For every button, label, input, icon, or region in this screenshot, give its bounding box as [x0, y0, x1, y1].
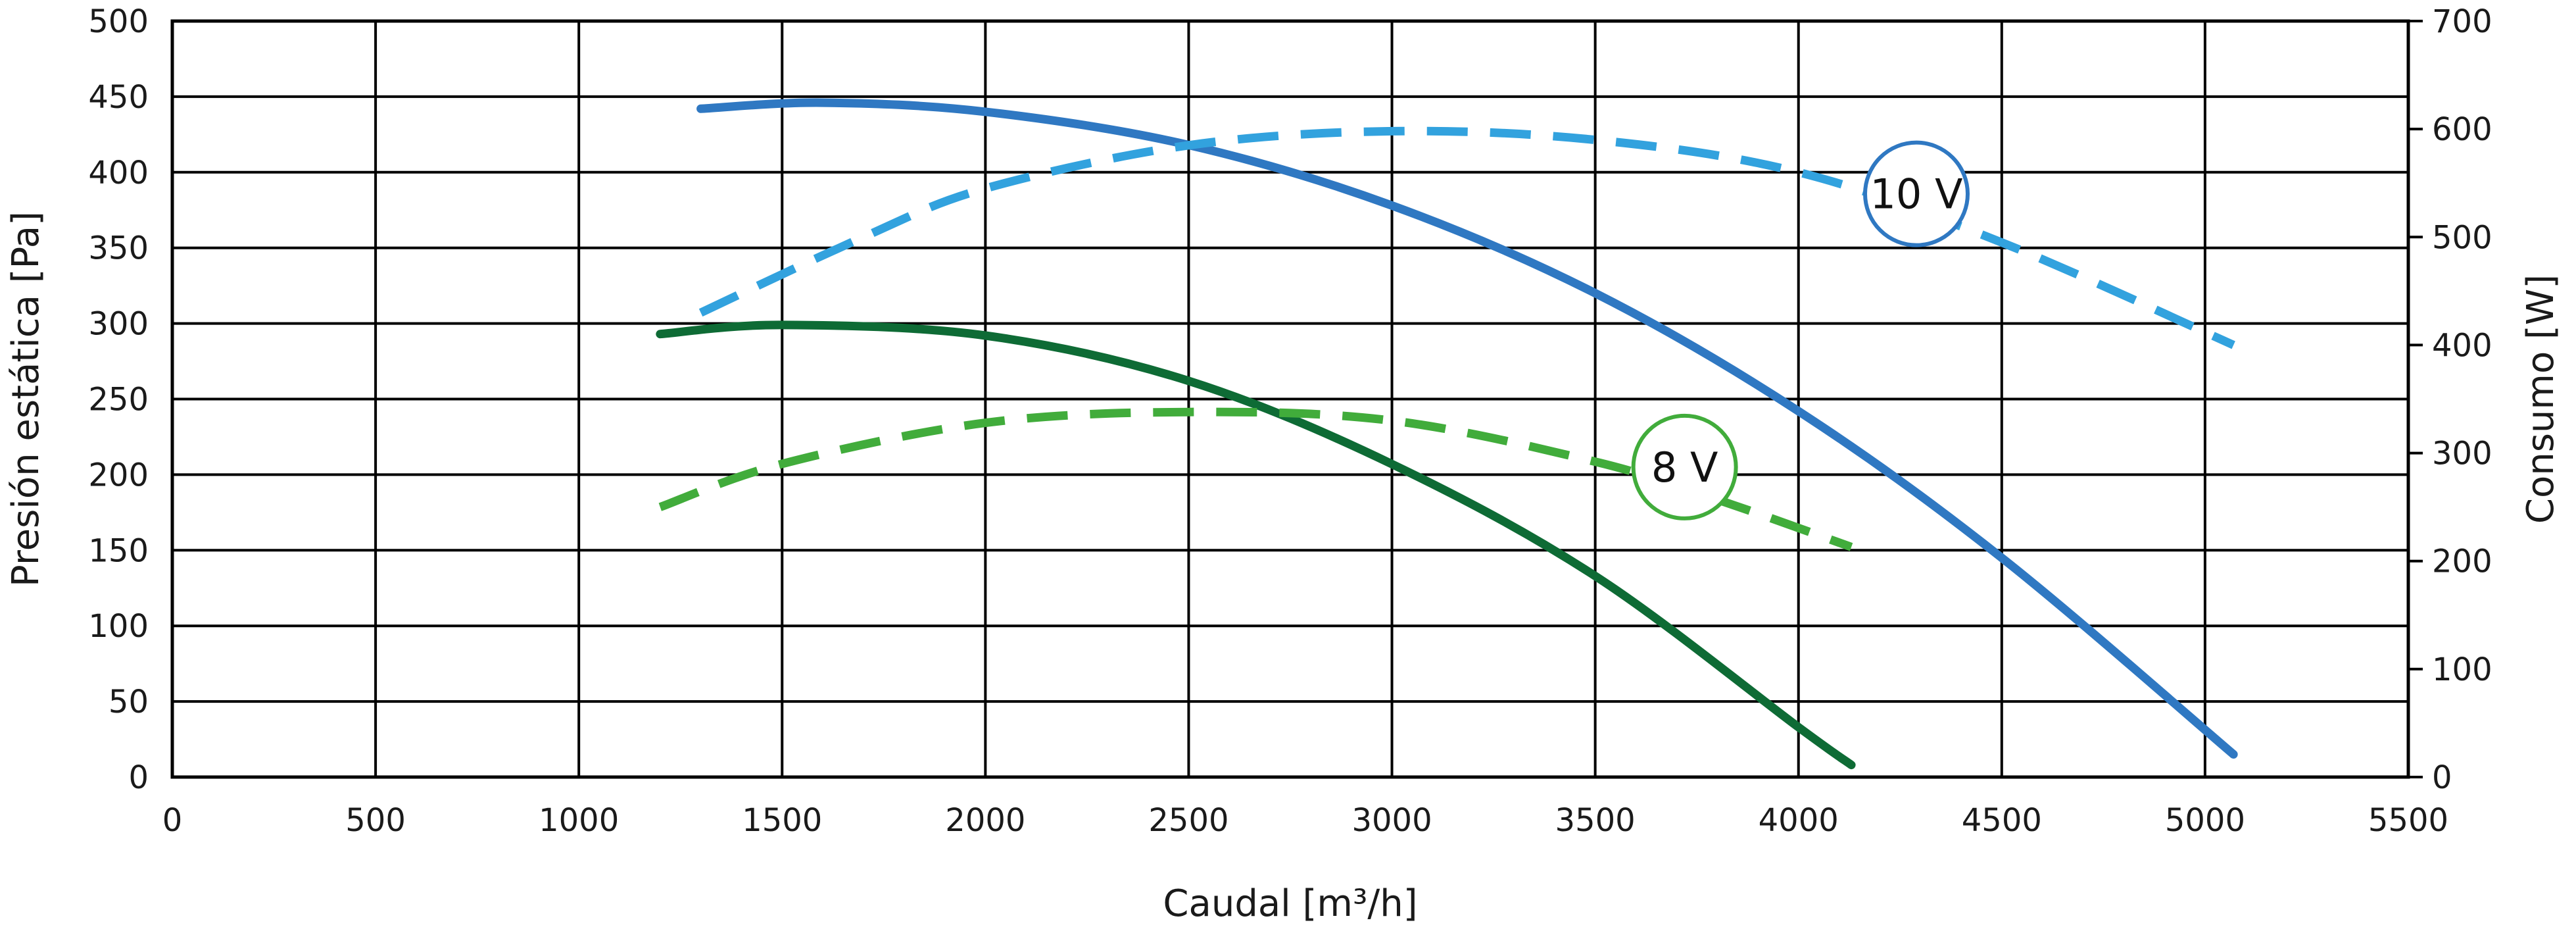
x-tick-label: 1500 [742, 802, 822, 839]
y2-tick-label: 500 [2432, 219, 2492, 256]
x-tick-label: 1000 [539, 802, 619, 839]
y2-tick-label: 700 [2432, 3, 2492, 40]
y-tick-label: 450 [88, 79, 149, 116]
y2-tick-label: 300 [2432, 436, 2492, 472]
y2-tick-label: 600 [2432, 111, 2492, 148]
y2-tick-label: 100 [2432, 651, 2492, 688]
y-tick-label: 350 [88, 230, 149, 267]
y2-tick-label: 400 [2432, 327, 2492, 364]
y-tick-label: 250 [88, 382, 149, 418]
y2-tick-label: 200 [2432, 543, 2492, 580]
x-tick-label: 3500 [1555, 802, 1636, 839]
plot-frame [170, 19, 2410, 779]
y-tick-label: 100 [88, 608, 149, 645]
y2-axis-title: Consumo [W] [2519, 274, 2562, 524]
y-tick-label: 500 [88, 3, 149, 40]
series-line-10v-pressure [696, 98, 2238, 759]
x-tick-label: 4500 [1962, 802, 2042, 839]
axis-layer: 0 500 1000 1500 2000 2500 3000 3500 4000 4500 5000… [88, 3, 2492, 839]
series-line-8v-pressure [656, 320, 1856, 770]
y-tick-label: 200 [88, 457, 149, 493]
y2-tick-label: 0 [2432, 759, 2452, 796]
y-tick-label: 400 [88, 155, 149, 191]
x-tick-label: 5500 [2368, 802, 2448, 839]
y-tick-label: 0 [128, 759, 149, 796]
y-axis-title: Presión estática [Pa] [5, 211, 47, 587]
y-tick-label: 300 [88, 306, 149, 343]
x-tick-label: 4000 [1759, 802, 1839, 839]
curve-label-text: 10 V [1870, 170, 1962, 218]
annotation-layer: 10 V 8 V [1631, 140, 1970, 520]
x-tick-label: 0 [162, 802, 183, 839]
x-tick-label: 500 [345, 802, 406, 839]
y-tick-label: 50 [109, 684, 149, 720]
x-tick-label: 3000 [1351, 802, 1432, 839]
x-tick-label: 2500 [1148, 802, 1228, 839]
curve-label-10v: 10 V [1863, 140, 1970, 247]
x-tick-label: 5000 [2165, 802, 2245, 839]
series-layer [656, 98, 2238, 770]
y-tick-label: 150 [88, 532, 149, 569]
grid [171, 20, 2410, 778]
curve-label-circle [1631, 413, 1738, 520]
curve-label-8v: 8 V [1631, 413, 1738, 520]
x-axis-title: Caudal [m³/h] [1163, 882, 1417, 925]
curve-label-text: 8 V [1651, 443, 1718, 492]
x-tick-label: 2000 [945, 802, 1025, 839]
curve-label-circle [1863, 140, 1970, 247]
